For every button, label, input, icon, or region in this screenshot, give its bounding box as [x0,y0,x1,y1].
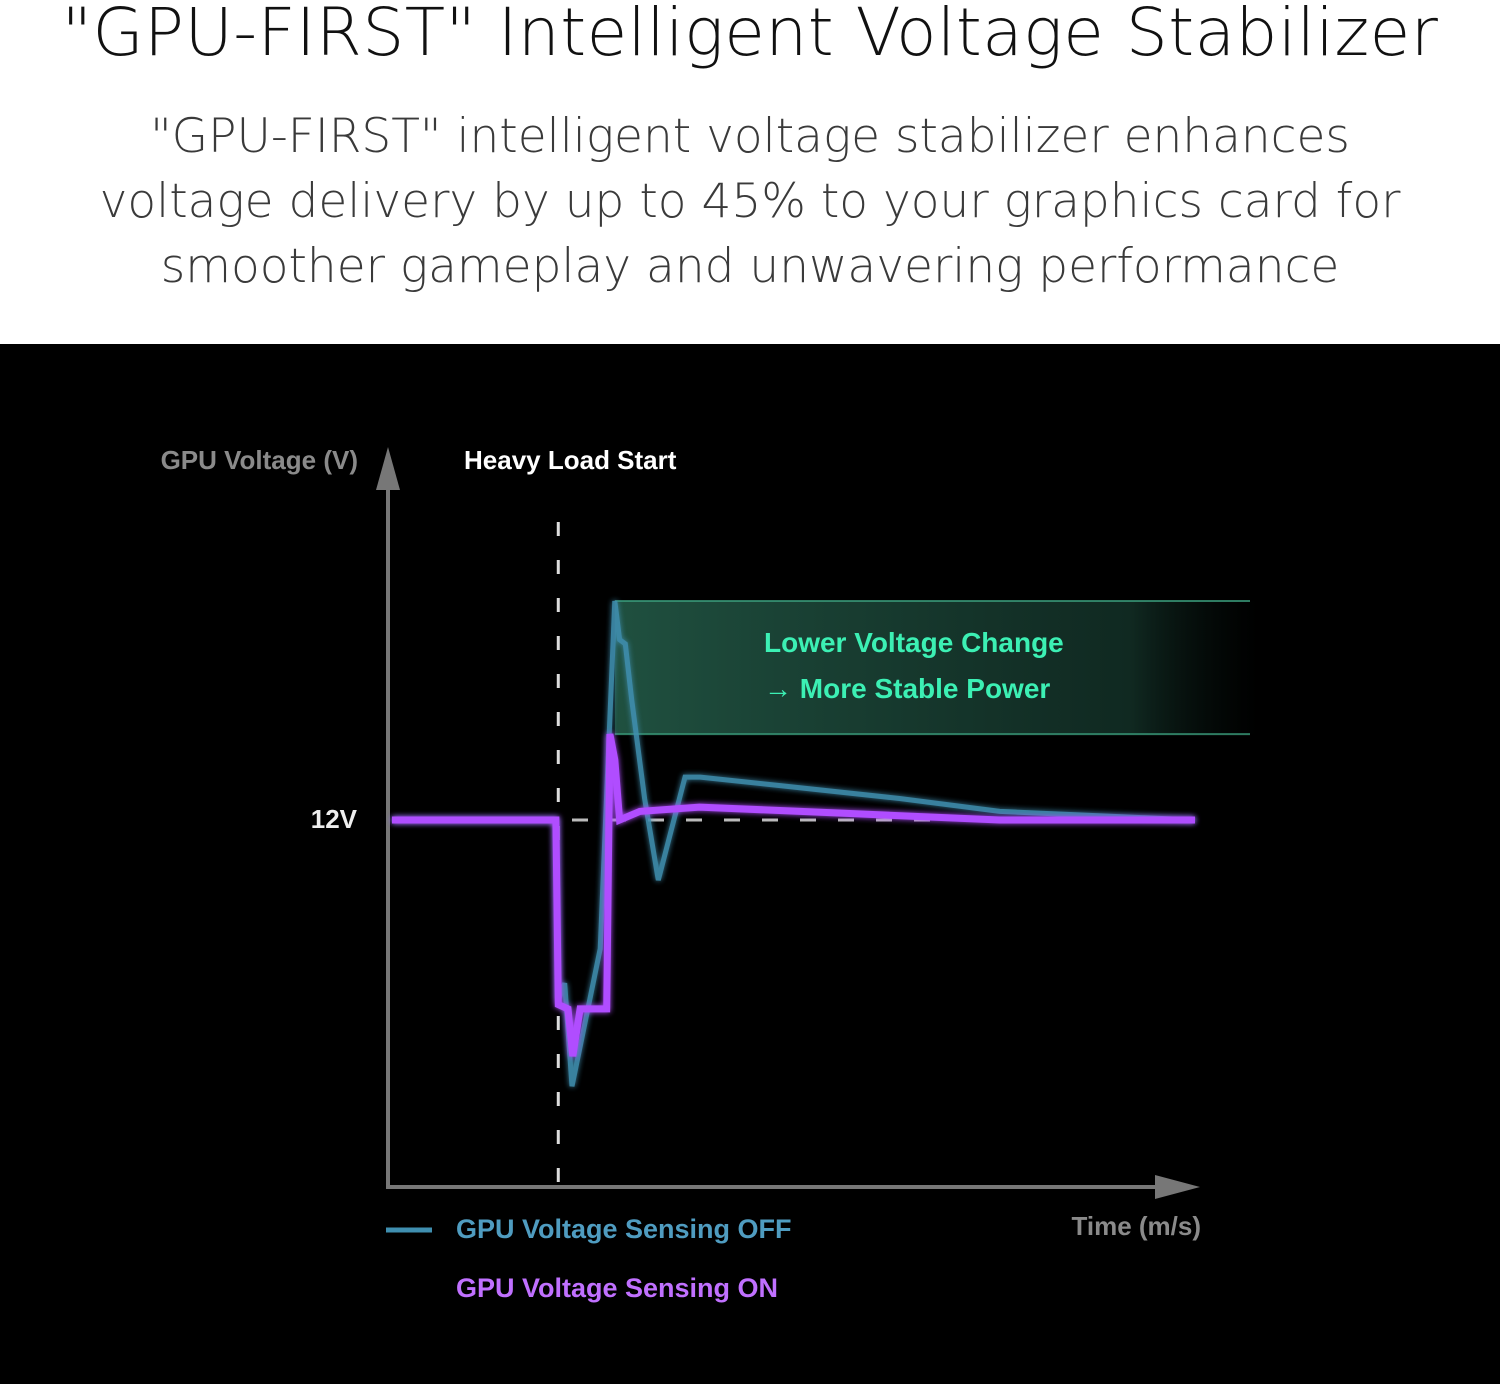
y-axis-label: GPU Voltage (V) [161,445,358,475]
voltage-chart: GPU Voltage (V) Time (m/s) 12V Heavy Loa… [161,445,1260,1303]
page-subtitle: "GPU-FIRST" intelligent voltage stabiliz… [99,109,1401,294]
series-line-sensing-off [392,600,1196,1087]
x-axis-arrow [1155,1175,1200,1199]
y-axis-arrow [376,447,400,490]
band-label-line1: Lower Voltage Change [764,627,1064,658]
stability-band [614,601,1260,735]
chart-panel: GPU Voltage (V) Time (m/s) 12V Heavy Loa… [0,344,1500,1384]
legend-label-off: GPU Voltage Sensing OFF [456,1214,792,1244]
y-tick-label-12v: 12V [311,804,358,834]
event-label: Heavy Load Start [464,445,677,475]
page-title: "GPU-FIRST" Intelligent Voltage Stabiliz… [61,0,1439,71]
band-label-line2: → More Stable Power [764,673,1050,704]
legend-label-on: GPU Voltage Sensing ON [456,1273,778,1303]
x-axis-label: Time (m/s) [1071,1211,1201,1241]
series-line-sensing-on [392,733,1195,1057]
